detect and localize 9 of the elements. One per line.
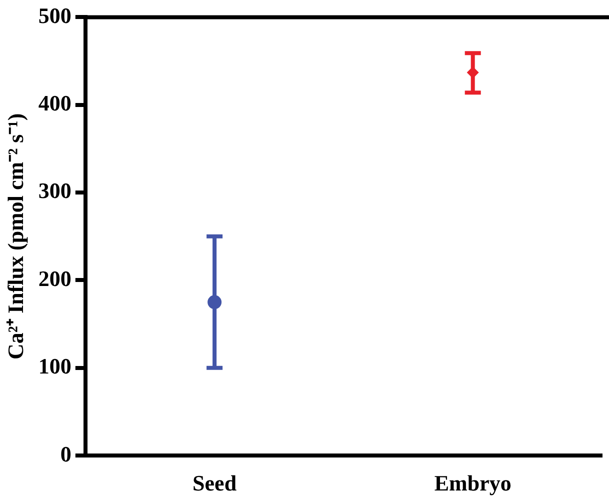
y-tick-label: 100 (38, 354, 72, 379)
y-tick-label: 0 (60, 441, 72, 466)
y-tick-label: 300 (38, 178, 72, 204)
x-tick-label: Seed (192, 470, 237, 496)
y-tick-label: 500 (38, 2, 72, 28)
y-tick-label: 200 (38, 266, 72, 291)
y-axis-title: Ca²⁺ Influx (pmol cm⁻² s⁻¹) (2, 113, 28, 360)
x-tick-label: Embryo (434, 470, 512, 496)
y-tick-label: 400 (38, 90, 72, 116)
